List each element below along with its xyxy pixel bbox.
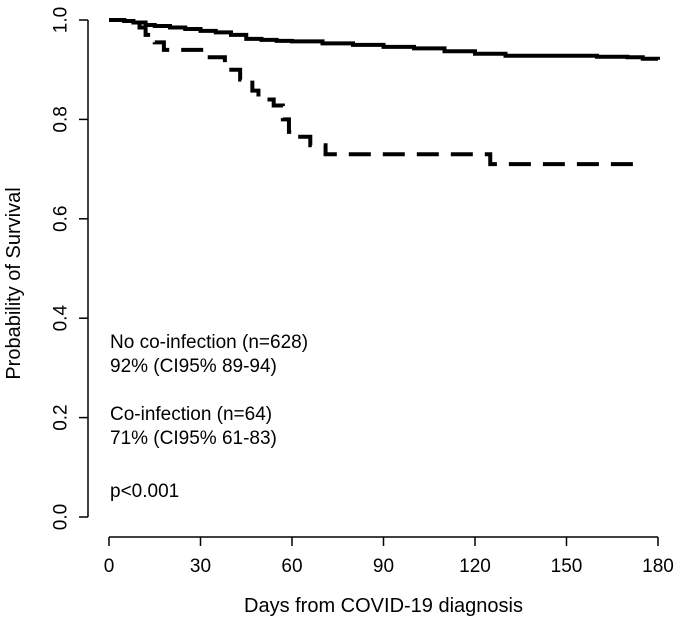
x-axis-title: Days from COVID-19 diagnosis [244, 595, 523, 617]
y-tick-label: 1.0 [51, 7, 72, 33]
y-tick-label: 0.8 [51, 106, 72, 132]
x-tick-label: 30 [190, 556, 211, 577]
annotations: No co-infection (n=628) 92% (CI95% 89-94… [110, 332, 308, 502]
annotation-no-coinfection-survival: 92% (CI95% 89-94) [110, 356, 277, 377]
x-tick-label: 0 [104, 556, 115, 577]
x-tick-label: 90 [373, 556, 394, 577]
x-axis-ticks: 0 30 60 90 120 150 180 [104, 537, 674, 577]
x-tick-label: 150 [551, 556, 583, 577]
y-axis-ticks: 0.0 0.2 0.4 0.6 0.8 1.0 [51, 7, 88, 530]
y-tick-label: 0.2 [51, 404, 72, 430]
plot-area [109, 18, 660, 167]
annotation-no-coinfection-label: No co-infection (n=628) [110, 332, 308, 353]
x-tick-label: 60 [281, 556, 302, 577]
y-tick-label: 0.4 [51, 305, 72, 332]
y-tick-label: 0.0 [51, 504, 72, 530]
x-tick-label: 180 [642, 556, 674, 577]
x-tick-label: 120 [459, 556, 491, 577]
y-axis-title: Probability of Survival [3, 187, 25, 379]
annotation-coinfection-survival: 71% (CI95% 61-83) [110, 428, 277, 449]
annotation-coinfection-label: Co-infection (n=64) [110, 404, 272, 425]
series-line-dashed [109, 18, 643, 167]
y-tick-label: 0.6 [51, 206, 72, 232]
series-line-solid [109, 18, 660, 61]
annotation-p-value: p<0.001 [110, 481, 179, 502]
